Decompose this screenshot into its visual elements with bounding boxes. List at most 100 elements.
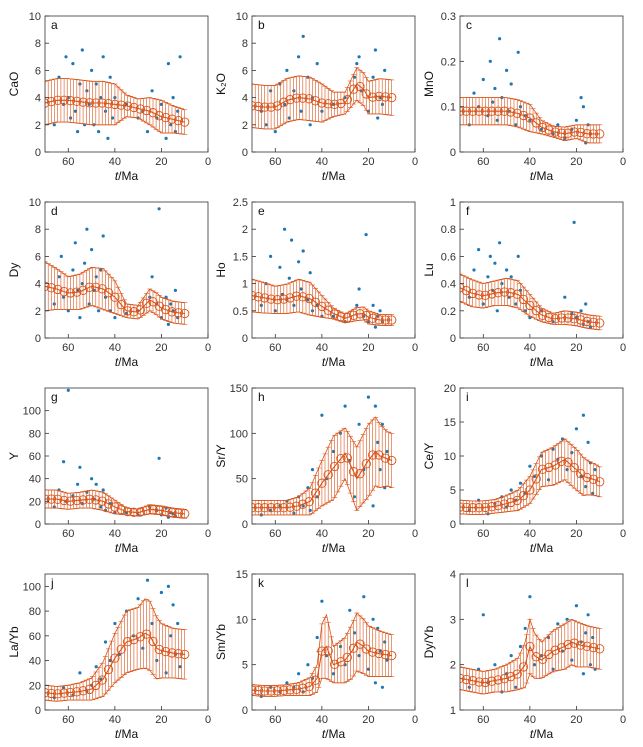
data-point-l — [556, 622, 560, 626]
y-tick-label-g: 40 — [29, 474, 41, 486]
x-axis-unit-c: /Ma — [533, 169, 553, 183]
data-point-f — [493, 261, 497, 265]
y-tick-label-i: 5 — [450, 485, 456, 497]
x-tick-label-h: 0 — [412, 528, 418, 540]
data-point-d — [169, 302, 173, 306]
panel-label-c: c — [466, 18, 472, 32]
trend-marker-k — [387, 650, 397, 661]
y-tick-label-c: 0.2 — [441, 56, 456, 68]
y-axis-label-c: MnO — [422, 71, 436, 97]
data-point-e — [308, 271, 312, 275]
trend-marker-f — [582, 316, 592, 327]
x-tick-label-d: 40 — [109, 342, 121, 354]
trend-marker-e — [361, 310, 371, 321]
trend-marker-e — [298, 292, 308, 302]
y-tick-label-g: 0 — [35, 519, 41, 531]
x-axis-var-c: t — [530, 169, 534, 183]
trend-marker-a — [148, 108, 158, 118]
data-point-k — [348, 608, 352, 612]
data-point-f — [498, 241, 502, 245]
x-axis-unit-k: /Ma — [325, 727, 345, 741]
data-point-e — [373, 325, 377, 329]
trend-marker-k — [304, 682, 314, 692]
plot-area-k — [252, 595, 397, 699]
y-tick-label-k: 5 — [242, 660, 248, 672]
trend-marker-b — [285, 94, 295, 105]
axes-box-b — [251, 15, 416, 153]
trend-marker-a — [161, 112, 171, 123]
trend-marker-c — [576, 127, 586, 138]
trend-marker-l — [595, 644, 605, 654]
trend-marker-d — [78, 285, 88, 295]
y-tick-label-b: 8 — [242, 38, 248, 50]
y-tick-label-f: 0.4 — [441, 279, 456, 291]
data-point-b — [292, 89, 296, 93]
trend-marker-h — [361, 459, 371, 469]
x-tick-label-k: 40 — [316, 714, 328, 726]
y-tick-label-d: 2 — [35, 306, 41, 318]
data-point-d — [78, 316, 82, 320]
trend-marker-f — [544, 312, 554, 323]
trend-marker-l — [487, 676, 497, 686]
trend-marker-j — [148, 636, 158, 647]
plot-area-h — [252, 395, 397, 517]
trend-line-g — [45, 498, 185, 515]
trend-marker-e — [266, 294, 276, 304]
x-tick-label-i: 0 — [620, 528, 626, 540]
trend-line-f — [460, 287, 600, 324]
data-point-d — [57, 275, 61, 279]
data-point-c — [574, 118, 579, 122]
data-point-c — [472, 91, 476, 95]
x-axis-label-i: t/Ma — [530, 541, 554, 555]
data-point-d — [73, 241, 77, 245]
axes-box-c — [459, 15, 624, 153]
x-axis-unit-g: /Ma — [118, 541, 138, 555]
y-tick-label-l: 1 — [450, 705, 456, 717]
data-point-h — [269, 508, 273, 512]
trend-marker-l — [531, 652, 541, 662]
x-tick-label-i: 60 — [477, 528, 489, 540]
y-tick-label-f: 0.8 — [441, 224, 456, 236]
data-point-k — [373, 681, 377, 685]
trend-marker-k — [361, 644, 371, 654]
data-point-e — [278, 265, 282, 269]
x-tick-label-g: 0 — [205, 528, 211, 540]
data-point-a — [97, 130, 101, 134]
panel-f: 0 0.2 0.4 0.6 0.8 1 60 40 20 0 f Lu t/Ma — [422, 197, 626, 369]
x-tick-label-c: 40 — [524, 156, 536, 168]
data-point-d — [83, 261, 87, 265]
y-axis-label-k: Sm/Yb — [214, 624, 228, 660]
trend-marker-d — [91, 282, 101, 292]
x-tick-label-e: 0 — [412, 342, 418, 354]
data-point-j — [136, 597, 140, 601]
data-point-i — [518, 481, 523, 485]
trend-marker-e — [260, 293, 270, 303]
x-tick-label-h: 60 — [269, 528, 281, 540]
trend-marker-f — [474, 290, 484, 300]
y-tick-label-j: 60 — [29, 631, 41, 643]
data-point-e — [297, 260, 301, 264]
x-tick-label-b: 40 — [316, 156, 328, 168]
trend-marker-j — [154, 644, 164, 655]
trend-marker-a — [173, 115, 184, 126]
data-point-c — [491, 100, 495, 104]
x-tick-label-h: 20 — [362, 528, 374, 540]
data-point-e — [287, 276, 291, 280]
x-axis-unit-j: /Ma — [118, 727, 138, 741]
trend-marker-b — [348, 84, 359, 94]
x-tick-label-b: 0 — [412, 156, 418, 168]
y-tick-label-f: 1 — [450, 197, 456, 209]
data-point-d — [164, 295, 168, 299]
data-point-l — [581, 672, 586, 676]
x-axis-var-k: t — [322, 727, 326, 741]
data-point-h — [331, 449, 336, 454]
y-tick-label-d: 10 — [29, 197, 41, 209]
y-tick-label-a: 4 — [35, 93, 41, 105]
axes-box-a — [44, 15, 209, 153]
y-tick-label-g: 80 — [29, 428, 41, 440]
trend-marker-d — [46, 283, 57, 293]
y-tick-label-h: 100 — [230, 428, 248, 440]
x-axis-var-i: t — [530, 541, 534, 555]
trend-marker-c — [537, 122, 548, 133]
y-tick-label-e: 2.5 — [233, 197, 248, 209]
